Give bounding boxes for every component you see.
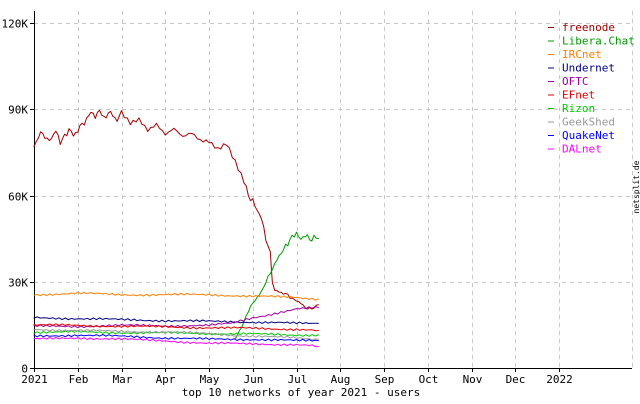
axes: 0 30K 60K 90K 120K 2021 Feb Mar Apr May Jun Jul Aug S… (2, 11, 633, 386)
grid (34, 11, 632, 368)
series-line-undernet (33, 316, 319, 325)
x-tick-label: Feb (69, 373, 89, 386)
legend-label-quakenet: QuakeNet (562, 129, 615, 142)
x-tick-label: 2022 (546, 373, 573, 386)
x-tick-label: Apr (156, 373, 176, 386)
legend-label-ircnet: IRCnet (562, 48, 602, 61)
x-tick-label: May (200, 373, 220, 386)
legend-label-efnet: EFnet (562, 89, 595, 102)
y-tick-label: 30K (8, 277, 28, 290)
series-line-geekshed (33, 328, 319, 341)
watermark-text: netsplit.de (632, 160, 640, 213)
x-tick-label: Jul (288, 373, 308, 386)
series-line-oftc (33, 306, 319, 329)
series-line-freenode (33, 109, 319, 310)
legend-label-rizon: Rizon (562, 102, 595, 115)
x-tick-label: 2021 (21, 373, 48, 386)
x-tick-label: Oct (419, 373, 439, 386)
series-lines (33, 109, 319, 347)
y-tick-label: 0 (21, 363, 28, 376)
legend-label-libera-chat: Libera.Chat (562, 35, 635, 48)
legend-label-oftc: OFTC (562, 75, 589, 88)
series-line-libera-chat (234, 231, 319, 340)
legend-label-freenode: freenode (562, 21, 615, 34)
legend-label-undernet: Undernet (562, 62, 615, 75)
y-tick-label: 60K (8, 191, 28, 204)
y-tick-label: 90K (8, 104, 28, 117)
x-tick-label: Sep (375, 373, 395, 386)
legend-label-dalnet: DALnet (562, 143, 602, 156)
series-line-efnet (33, 323, 319, 332)
legend-label-geekshed: GeekShed (562, 116, 615, 129)
x-tick-label: Mar (113, 373, 133, 386)
series-line-dalnet (33, 336, 319, 347)
series-line-rizon (33, 330, 319, 337)
x-tick-label: Nov (463, 373, 483, 386)
series-line-quakenet (33, 334, 319, 342)
series-line-ircnet (33, 291, 319, 301)
chart-title: top 10 networks of year 2021 - users (182, 386, 420, 399)
y-tick-label: 120K (2, 18, 29, 31)
legend: freenodeLibera.ChatIRCnetUndernetOFTCEFn… (548, 21, 635, 156)
x-tick-label: Jun (244, 373, 264, 386)
x-tick-label: Dec (506, 373, 526, 386)
x-tick-label: Aug (331, 373, 351, 386)
